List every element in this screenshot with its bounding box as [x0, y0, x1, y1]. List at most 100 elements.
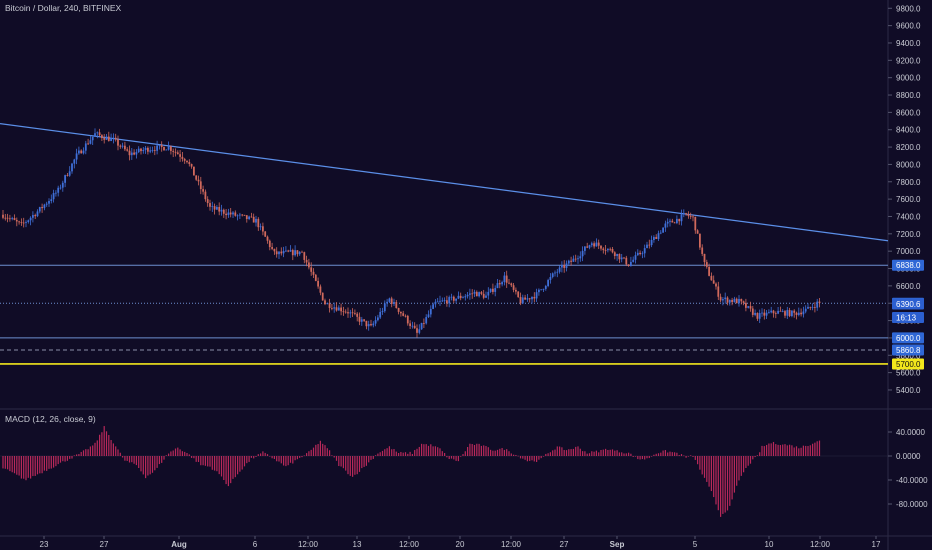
candle: [616, 253, 618, 257]
candle: [379, 311, 382, 318]
candle: [80, 150, 83, 154]
candle: [314, 274, 317, 281]
macd-bar: [425, 444, 427, 456]
macd-bar: [434, 446, 436, 456]
macd-bar: [301, 456, 303, 458]
candle: [298, 251, 301, 255]
price-tick-label: 8800.0: [896, 91, 921, 100]
time-tick-label: 6: [253, 540, 258, 549]
macd-bar: [103, 426, 105, 456]
macd-bar: [145, 456, 147, 479]
macd-bar: [209, 456, 211, 467]
macd-bar: [437, 447, 439, 456]
candle: [278, 251, 280, 255]
macd-bar: [356, 456, 358, 475]
price-tick-label: 9800.0: [896, 4, 921, 13]
candle: [287, 250, 290, 252]
candle: [45, 203, 48, 205]
candle: [699, 233, 701, 248]
macd-bar: [269, 456, 271, 457]
candle: [354, 313, 356, 314]
macd-title: MACD (12, 26, close, 9): [5, 414, 96, 424]
candle: [547, 280, 549, 287]
candle: [722, 299, 724, 301]
candle: [305, 259, 308, 263]
macd-bar: [782, 444, 784, 456]
candle: [503, 275, 506, 283]
candle: [347, 312, 349, 314]
macd-bar: [400, 451, 402, 456]
candle: [742, 301, 745, 303]
candle: [411, 325, 414, 327]
candle: [758, 313, 761, 319]
macd-bar: [536, 456, 538, 462]
candle: [144, 147, 147, 150]
macd-bar: [384, 449, 386, 456]
macd-bar: [287, 456, 289, 466]
macd-bar: [715, 456, 717, 505]
macd-bar: [66, 456, 68, 461]
macd-bar: [237, 456, 239, 475]
macd-bar: [540, 456, 542, 459]
macd-bar: [501, 448, 503, 456]
macd-bar: [119, 452, 121, 456]
price-tick-label: 6600.0: [896, 282, 921, 291]
candle: [87, 143, 89, 145]
candle: [337, 307, 340, 311]
macd-bar: [319, 440, 321, 456]
macd-bar: [625, 453, 627, 456]
macd-bar: [128, 456, 131, 463]
candle: [133, 152, 135, 155]
macd-bar: [342, 456, 344, 469]
price-tick-label: 7800.0: [896, 178, 921, 187]
candle: [418, 329, 421, 333]
candle: [82, 150, 85, 154]
candle: [234, 212, 237, 216]
candle: [556, 271, 559, 273]
candle: [749, 306, 752, 309]
candle: [248, 216, 250, 220]
candle: [816, 301, 819, 308]
macd-bar: [163, 456, 165, 460]
candle: [114, 137, 117, 140]
candle: [78, 150, 80, 154]
macd-bar: [549, 452, 551, 456]
macd-bar: [582, 451, 584, 456]
macd-bar: [699, 456, 701, 470]
candle: [774, 313, 777, 315]
macd-bar: [349, 456, 351, 476]
candle: [694, 216, 697, 231]
macd-bar: [455, 456, 457, 461]
time-tick-label: Aug: [171, 540, 187, 549]
macd-bar: [529, 456, 531, 461]
candle: [291, 250, 294, 256]
macd-bar: [13, 456, 16, 474]
macd-bar: [816, 441, 818, 456]
candle: [303, 252, 306, 260]
price-tick-label: 7600.0: [896, 195, 921, 204]
candle: [413, 325, 416, 329]
candle: [11, 218, 14, 219]
price-label-bg: [892, 259, 924, 271]
macd-bar: [202, 456, 204, 466]
macd-bar: [572, 448, 574, 456]
macd-bar: [492, 450, 494, 456]
macd-bar: [768, 443, 770, 456]
macd-bar: [363, 456, 365, 467]
macd-bar: [432, 446, 434, 456]
macd-tick-label: -80.0000: [896, 500, 928, 509]
macd-bar: [593, 451, 595, 456]
candle: [756, 312, 759, 319]
macd-bar: [216, 456, 218, 472]
candle: [225, 213, 227, 216]
candle: [409, 323, 411, 327]
macd-bar: [407, 453, 409, 456]
candle: [20, 221, 23, 223]
macd-bar: [784, 444, 786, 456]
macd-bar: [747, 456, 749, 466]
candle: [101, 135, 103, 139]
candle: [648, 244, 651, 246]
candle: [356, 313, 359, 317]
macd-bar: [772, 441, 775, 456]
